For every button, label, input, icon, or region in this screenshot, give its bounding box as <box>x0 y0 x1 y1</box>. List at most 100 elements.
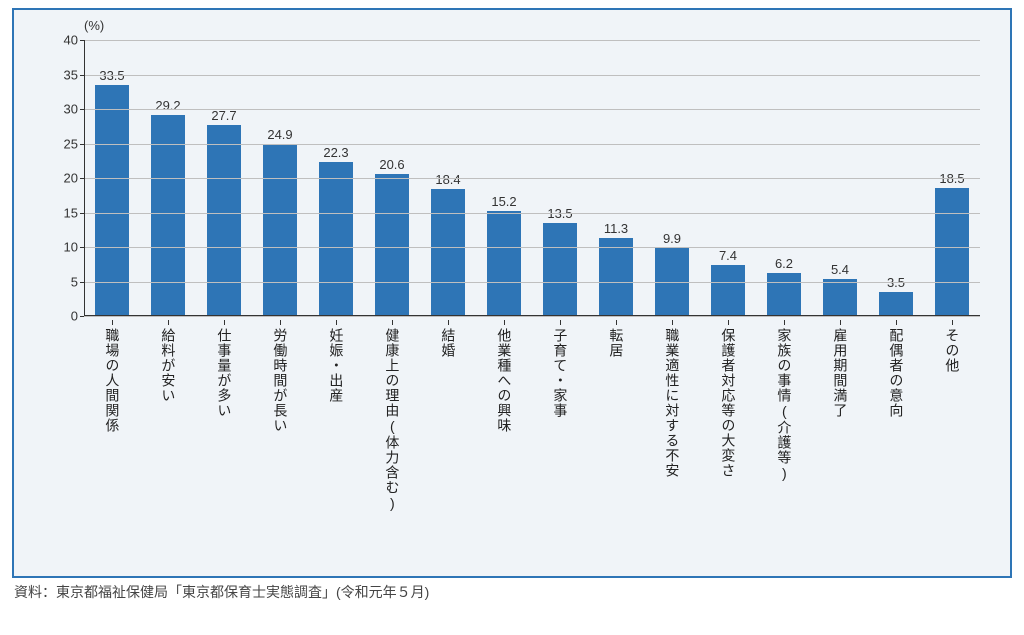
category-label: 職業適性に対する不安 <box>664 328 681 566</box>
category-label: 保護者対応等の大変さ <box>720 328 737 566</box>
y-tick-label: 0 <box>71 309 84 324</box>
bar <box>151 115 186 316</box>
x-tick-mark <box>728 320 729 325</box>
bar <box>823 279 858 316</box>
category-label: 雇用期間満了 <box>832 328 849 566</box>
gridline <box>84 109 980 110</box>
x-label-slot: 雇用期間満了 <box>812 328 868 566</box>
y-tick-label: 10 <box>64 240 84 255</box>
x-label-slot: 保護者対応等の大変さ <box>700 328 756 566</box>
category-label: 仕事量が多い <box>216 328 233 566</box>
x-tick-mark <box>392 320 393 325</box>
y-tick-label: 20 <box>64 171 84 186</box>
bar-value-label: 18.4 <box>435 172 460 187</box>
y-tick-label: 25 <box>64 136 84 151</box>
bar-value-label: 9.9 <box>663 231 681 246</box>
category-label: 給料が安い <box>160 328 177 566</box>
category-label: 労働時間が長い <box>272 328 289 566</box>
bar <box>319 162 354 316</box>
bar <box>935 188 970 316</box>
x-tick-mark <box>168 320 169 325</box>
x-tick-mark <box>448 320 449 325</box>
x-axis-line <box>84 315 980 316</box>
bar <box>263 144 298 316</box>
category-label: 転居 <box>608 328 625 566</box>
bar <box>431 189 466 316</box>
x-label-slot: 妊娠・出産 <box>308 328 364 566</box>
x-label-slot: 子育て・家事 <box>532 328 588 566</box>
x-tick-mark <box>112 320 113 325</box>
category-label: 子育て・家事 <box>552 328 569 566</box>
gridline <box>84 213 980 214</box>
x-tick-mark <box>840 320 841 325</box>
x-label-slot: 配偶者の意向 <box>868 328 924 566</box>
category-label: 妊娠・出産 <box>328 328 345 566</box>
category-label: その他 <box>944 328 961 566</box>
gridline <box>84 282 980 283</box>
bar-value-label: 22.3 <box>323 145 348 160</box>
x-tick-mark <box>672 320 673 325</box>
category-label: 配偶者の意向 <box>888 328 905 566</box>
gridline <box>84 75 980 76</box>
gridline <box>84 144 980 145</box>
x-label-slot: 家族の事情(介護等) <box>756 328 812 566</box>
y-axis-unit-label: (%) <box>84 18 104 33</box>
chart-frame: (%) 33.529.227.724.922.320.618.415.213.5… <box>0 8 1024 635</box>
x-label-slot: 仕事量が多い <box>196 328 252 566</box>
category-label: 職場の人間関係 <box>104 328 121 566</box>
bar <box>375 174 410 316</box>
category-label: 結婚 <box>440 328 457 566</box>
y-tick-label: 30 <box>64 102 84 117</box>
bar <box>767 273 802 316</box>
chart-container: (%) 33.529.227.724.922.320.618.415.213.5… <box>12 8 1012 578</box>
bar-value-label: 20.6 <box>379 157 404 172</box>
plot-area: 33.529.227.724.922.320.618.415.213.511.3… <box>84 40 980 316</box>
x-tick-mark <box>280 320 281 325</box>
gridline <box>84 247 980 248</box>
x-tick-mark <box>784 320 785 325</box>
bar <box>487 211 522 316</box>
bar-value-label: 11.3 <box>604 221 628 236</box>
bar <box>207 125 242 316</box>
x-tick-mark <box>896 320 897 325</box>
bar <box>879 292 914 316</box>
x-label-slot: 健康上の理由(体力含む) <box>364 328 420 566</box>
x-label-slot: 職場の人間関係 <box>84 328 140 566</box>
x-label-slot: 職業適性に対する不安 <box>644 328 700 566</box>
bar-value-label: 6.2 <box>775 256 793 271</box>
category-label: 健康上の理由(体力含む) <box>384 328 401 566</box>
source-citation: 資料：東京都福祉保健局「東京都保育士実態調査」(令和元年５月) <box>14 582 1010 602</box>
bar-value-label: 5.4 <box>831 262 849 277</box>
x-tick-mark <box>560 320 561 325</box>
y-tick-label: 40 <box>64 33 84 48</box>
x-tick-mark <box>224 320 225 325</box>
x-label-slot: 結婚 <box>420 328 476 566</box>
x-tick-mark <box>336 320 337 325</box>
y-axis-line <box>84 40 85 316</box>
x-label-slot: 給料が安い <box>140 328 196 566</box>
y-tick-label: 5 <box>71 274 84 289</box>
x-tick-mark <box>616 320 617 325</box>
x-label-slot: 転居 <box>588 328 644 566</box>
gridline <box>84 316 980 317</box>
bar-value-label: 27.7 <box>211 108 236 123</box>
bar-value-label: 29.2 <box>155 98 180 113</box>
category-label: 他業種への興味 <box>496 328 513 566</box>
bar-value-label: 7.4 <box>719 248 737 263</box>
gridline <box>84 178 980 179</box>
category-label: 家族の事情(介護等) <box>776 328 793 566</box>
bar <box>543 223 578 316</box>
x-label-slot: 労働時間が長い <box>252 328 308 566</box>
x-label-slot: 他業種への興味 <box>476 328 532 566</box>
bar <box>599 238 634 316</box>
gridline <box>84 40 980 41</box>
y-tick-label: 15 <box>64 205 84 220</box>
x-labels-row: 職場の人間関係 給料が安い 仕事量が多い 労働時間が長い 妊娠・出産 健康上の理由(体力含… <box>84 328 980 566</box>
x-tick-mark <box>952 320 953 325</box>
bar <box>711 265 746 316</box>
bar-value-label: 15.2 <box>491 194 516 209</box>
bar-value-label: 24.9 <box>267 127 292 142</box>
x-label-slot: その他 <box>924 328 980 566</box>
y-tick-label: 35 <box>64 67 84 82</box>
x-tick-mark <box>504 320 505 325</box>
